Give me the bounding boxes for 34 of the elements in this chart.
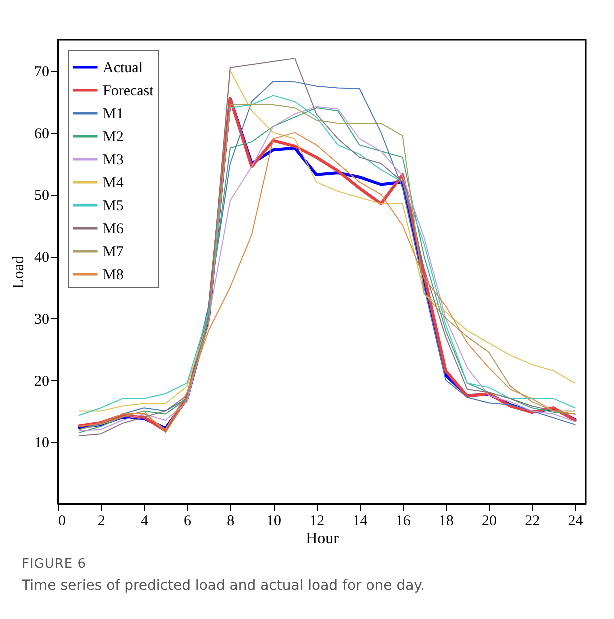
x-tick-label: 22 — [525, 514, 540, 530]
legend-label: M3 — [103, 152, 124, 168]
legend-label: M2 — [103, 130, 124, 146]
y-tick-label: 30 — [34, 312, 50, 328]
x-tick-label: 18 — [438, 514, 454, 530]
text: Time series of predicted load and actual load for one day. — [22, 578, 426, 594]
legend-label: M8 — [103, 268, 124, 284]
y-tick-label: 50 — [34, 188, 50, 204]
legend-label: Actual — [103, 60, 143, 76]
x-tick-label: 2 — [98, 514, 106, 530]
legend-label: M5 — [103, 198, 124, 214]
legend-label: Forecast — [103, 84, 155, 100]
legend-label: M6 — [103, 222, 124, 238]
y-tick-label: 70 — [34, 64, 50, 80]
x-tick-label: 10 — [266, 514, 282, 530]
y-tick-label: 40 — [34, 250, 50, 266]
legend-label: M1 — [103, 106, 124, 122]
caption: FIGURE 6 — [22, 557, 88, 572]
x-tick-label: 24 — [568, 514, 584, 530]
y-tick-label: 10 — [34, 436, 50, 452]
y-tick-label: 60 — [34, 126, 50, 142]
x-tick-label: 8 — [227, 514, 235, 530]
legend-label: M4 — [103, 176, 124, 192]
x-tick-label: 14 — [352, 514, 368, 530]
x-tick-label: 12 — [310, 514, 325, 530]
x-tick-label: 4 — [140, 514, 149, 530]
x-tick-label: 6 — [184, 514, 192, 530]
x-tick-label: 20 — [482, 514, 498, 530]
y-axis-title: Load — [10, 256, 28, 289]
x-axis-title: Hour — [306, 530, 340, 548]
x-tick-label: 0 — [58, 514, 66, 530]
legend-label: M7 — [103, 244, 124, 260]
x-tick-label: 16 — [396, 514, 412, 530]
y-tick-label: 20 — [34, 374, 50, 390]
